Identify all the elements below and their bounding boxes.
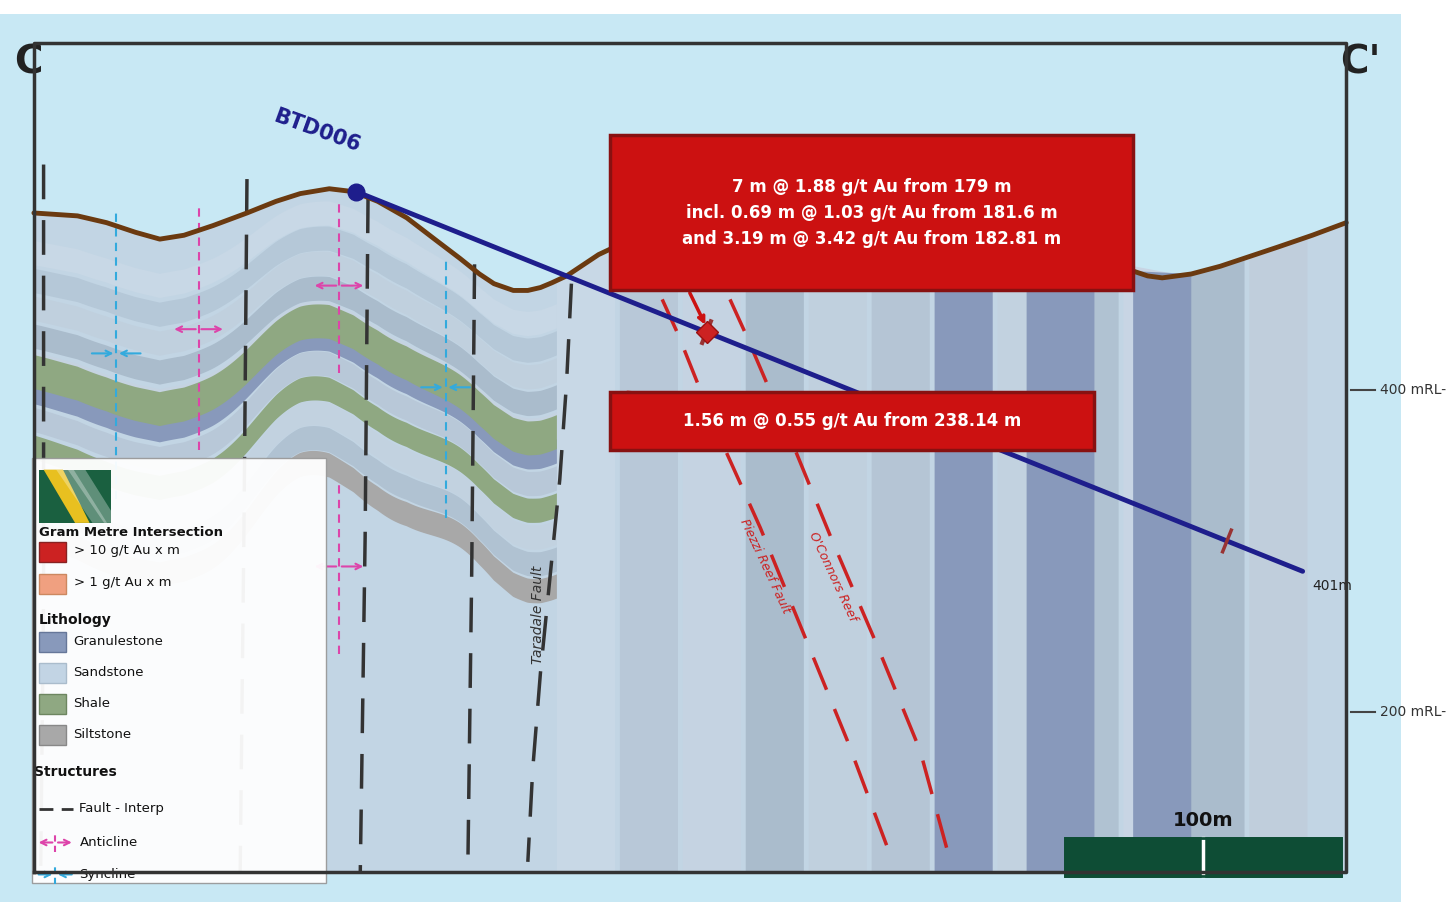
- Text: 400 mRL-: 400 mRL-: [1380, 383, 1446, 398]
- Text: 401m: 401m: [1312, 579, 1351, 593]
- Text: O'Connors Reef: O'Connors Reef: [806, 529, 860, 623]
- FancyBboxPatch shape: [611, 392, 1094, 451]
- Bar: [1065, 837, 1341, 877]
- Text: 7 m @ 1.88 g/t Au from 179 m
incl. 0.69 m @ 1.03 g/t Au from 181.6 m
and 3.19 m : 7 m @ 1.88 g/t Au from 179 m incl. 0.69 …: [682, 178, 1061, 248]
- Bar: [39, 663, 67, 682]
- Text: C: C: [14, 43, 43, 82]
- Text: Shale: Shale: [74, 696, 110, 710]
- Polygon shape: [871, 234, 930, 871]
- Bar: [39, 542, 67, 562]
- Bar: [39, 632, 67, 651]
- Polygon shape: [809, 255, 867, 871]
- Polygon shape: [935, 224, 993, 871]
- Bar: [39, 470, 111, 523]
- Text: Syncline: Syncline: [80, 868, 136, 881]
- Polygon shape: [33, 202, 557, 336]
- Text: 200 mRL-: 200 mRL-: [1380, 704, 1446, 719]
- Bar: [39, 574, 67, 594]
- Polygon shape: [33, 252, 557, 389]
- Polygon shape: [33, 277, 557, 416]
- Polygon shape: [1249, 237, 1308, 871]
- Polygon shape: [33, 426, 557, 576]
- Text: Lithology: Lithology: [39, 613, 111, 627]
- Text: Gram Metre Intersection: Gram Metre Intersection: [39, 526, 223, 539]
- Polygon shape: [1061, 234, 1119, 871]
- Bar: [39, 725, 67, 745]
- Text: Fault - Interp: Fault - Interp: [80, 802, 165, 815]
- Text: > 1 g/t Au x m: > 1 g/t Au x m: [74, 576, 171, 589]
- FancyBboxPatch shape: [32, 458, 327, 883]
- Polygon shape: [68, 470, 119, 523]
- Polygon shape: [619, 245, 679, 871]
- Text: 100m: 100m: [1174, 811, 1234, 830]
- Polygon shape: [33, 301, 557, 442]
- Text: BTD006: BTD006: [271, 105, 363, 156]
- Polygon shape: [745, 277, 805, 871]
- Bar: [1065, 837, 1341, 877]
- Polygon shape: [1123, 265, 1182, 871]
- Polygon shape: [683, 256, 741, 871]
- Polygon shape: [56, 470, 107, 523]
- Polygon shape: [33, 451, 557, 604]
- Text: > 10 g/t Au x m: > 10 g/t Au x m: [74, 544, 179, 558]
- Polygon shape: [43, 470, 90, 523]
- Polygon shape: [33, 189, 1346, 871]
- Polygon shape: [1026, 225, 1094, 871]
- Text: 1.56 m @ 0.55 g/t Au from 238.14 m: 1.56 m @ 0.55 g/t Au from 238.14 m: [683, 412, 1022, 431]
- Polygon shape: [33, 226, 557, 363]
- Polygon shape: [33, 376, 557, 523]
- Text: Piezzi Reef Fault: Piezzi Reef Fault: [738, 518, 793, 616]
- Polygon shape: [1187, 258, 1244, 871]
- Text: C': C': [1340, 43, 1380, 82]
- Text: Anticline: Anticline: [80, 836, 137, 849]
- Text: Taradale Fault: Taradale Fault: [531, 566, 544, 664]
- FancyBboxPatch shape: [611, 136, 1133, 290]
- Polygon shape: [33, 326, 557, 470]
- Text: Siltstone: Siltstone: [74, 727, 132, 740]
- Polygon shape: [557, 247, 615, 871]
- Polygon shape: [33, 401, 557, 550]
- Text: Sandstone: Sandstone: [74, 666, 145, 679]
- Bar: [39, 694, 67, 714]
- Polygon shape: [997, 223, 1056, 871]
- Polygon shape: [33, 352, 557, 496]
- Polygon shape: [33, 304, 557, 455]
- Text: Structures: Structures: [33, 765, 117, 779]
- Polygon shape: [1133, 271, 1191, 871]
- Text: Granulestone: Granulestone: [74, 635, 164, 648]
